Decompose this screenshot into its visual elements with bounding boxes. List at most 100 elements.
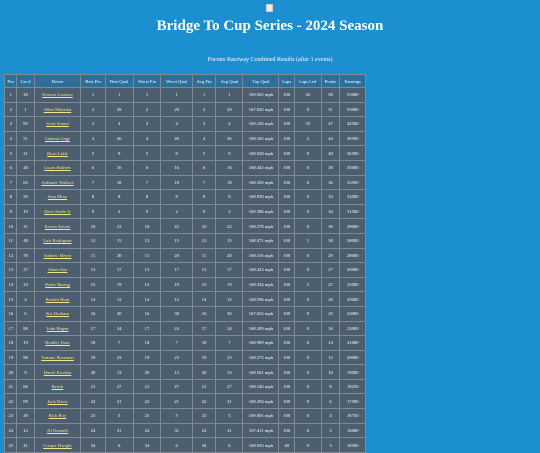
table-row: 1 28 Ernesto Lorenzo 1 1 1 1 1 1 169.565 mph 100 43… [5, 88, 365, 102]
driver-link[interactable]: AJ Kenneff [46, 427, 69, 433]
table-cell: 168.278 mph [243, 219, 279, 233]
table-cell: 4 [321, 409, 340, 423]
table-cell: 24 [216, 321, 243, 336]
driver-link[interactable]: Braden Hunt [45, 296, 70, 302]
table-cell: 100 [279, 336, 294, 350]
table-cell: 4 [81, 131, 105, 146]
table-cell: 1 [161, 88, 192, 102]
table-cell: 48 [17, 233, 34, 248]
table-cell: 100 [279, 365, 294, 379]
driver-link[interactable]: Allen Makarka [43, 106, 72, 112]
driver-cell: Lucas Holmes [34, 160, 81, 175]
driver-link[interactable]: Tommy Boseman [41, 354, 74, 360]
driver-link[interactable]: Lucas Holmes [44, 165, 71, 171]
table-cell: 17 [105, 263, 133, 277]
driver-link[interactable]: Rick Roy [48, 413, 67, 419]
column-header: Avg Qual [216, 75, 243, 87]
driver-link[interactable]: Adam Sire [47, 267, 68, 273]
table-cell: 27 [161, 379, 192, 394]
table-cell: 13 [192, 263, 216, 277]
table-cell: 13 [105, 365, 133, 379]
table-row: 2 1 Allen Makarka 2 29 2 29 2 29 167.820 mph 100 0 5… [5, 102, 365, 117]
table-cell: 31 [105, 423, 133, 438]
driver-link[interactable]: Bradley Kain [45, 340, 70, 346]
table-cell: 7 [81, 175, 105, 190]
driver-link[interactable]: Sam Moss [47, 194, 68, 200]
table-cell: 30 [216, 306, 243, 321]
table-cell: 0 [294, 204, 321, 219]
table-cell: 33500 [340, 175, 365, 190]
driver-link[interactable]: Jack Davis [47, 398, 68, 404]
driver-cell: Braden Hunt [34, 292, 81, 306]
table-cell: 26 [105, 131, 133, 146]
table-cell: 5 [161, 409, 192, 423]
driver-cell: Tommy Boseman [34, 350, 81, 365]
table-row: 12 78 Andrew Meyer 11 20 11 20 11 20 168.316 mph 1… [5, 248, 365, 263]
table-cell: 29 [321, 248, 340, 263]
table-cell: 100 [279, 146, 294, 160]
driver-link[interactable]: Harrel Escobar [43, 369, 72, 375]
driver-cell: Dave Steele Jr [34, 204, 81, 219]
table-cell: 21 [105, 394, 133, 409]
table-cell: 16 [192, 306, 216, 321]
table-cell: 7 [161, 336, 192, 350]
table-cell: 167.411 mph [243, 423, 279, 438]
table-cell: 19 [5, 350, 17, 365]
table-cell: 2 [216, 204, 243, 219]
driver-link[interactable]: Cooper Dwight [43, 442, 72, 448]
table-cell: 12 [5, 248, 17, 263]
table-cell: 30 [105, 306, 133, 321]
table-cell: 16750 [340, 409, 365, 423]
table-cell: 4 [133, 131, 161, 146]
table-cell: 21 [133, 379, 161, 394]
table-cell: 100 [279, 292, 294, 306]
table-cell: 4 [216, 117, 243, 131]
table-cell: 19 [105, 277, 133, 292]
driver-link[interactable]: Ryder Bastug [45, 282, 70, 288]
table-cell: 31 [216, 423, 243, 438]
driver-link[interactable]: Kai Durham [46, 311, 69, 317]
table-cell: 100 [279, 204, 294, 219]
driver-link[interactable]: Luis Rodriguez [43, 238, 72, 244]
table-cell: 168.146 mph [243, 379, 279, 394]
driver-link[interactable]: Ryan Little [47, 150, 68, 156]
table-row: 19 90 Tommy Boseman 19 23 19 23 19 23 168.275 mph… [5, 350, 365, 365]
driver-cell: Rick Roy [34, 409, 81, 423]
table-cell: 51 [17, 131, 34, 146]
table-cell: 7 [133, 175, 161, 190]
driver-link[interactable]: Keven Xavier [44, 223, 71, 229]
driver-link[interactable]: John Hagen [46, 325, 69, 331]
driver-link[interactable]: Cannon Gage [44, 136, 71, 142]
table-cell: 168.316 mph [243, 248, 279, 263]
table-cell: 168.423 mph [243, 263, 279, 277]
table-cell: 15 [192, 277, 216, 292]
table-cell: 23 [133, 409, 161, 423]
table-cell: 0 [294, 219, 321, 233]
table-cell: 7 [216, 336, 243, 350]
driver-link[interactable]: Scott Strand [46, 121, 69, 127]
table-cell: 20 [133, 365, 161, 379]
table-cell: 0 [294, 292, 321, 306]
table-row: 3 95 Scott Strand 3 4 3 4 3 4 169.126 mph 100 33 47 4… [5, 117, 365, 131]
table-cell: 100 [279, 190, 294, 204]
driver-link[interactable]: Andrew Meyer [43, 252, 72, 258]
table-cell: 6 [105, 438, 133, 452]
table-cell: 0 [294, 190, 321, 204]
table-cell: 24 [17, 277, 34, 292]
table-cell: 21000 [340, 336, 365, 350]
table-cell: 100 [279, 379, 294, 394]
table-cell: 6 [133, 160, 161, 175]
table-cell: 0 [294, 175, 321, 190]
table-cell: 1 [17, 102, 34, 117]
driver-cell: Sam Moss [34, 190, 81, 204]
column-header: Laps [279, 75, 294, 87]
driver-link[interactable]: Bench [51, 384, 64, 390]
driver-link[interactable]: Ernesto Lorenzo [42, 92, 73, 98]
driver-link[interactable]: Dave Steele Jr [44, 209, 71, 215]
table-cell: 23 [81, 409, 105, 423]
table-cell: 12 [81, 233, 105, 248]
table-row: 7 65 Ardinner Wallace 7 18 7 18 7 18 168.350 mph 1… [5, 175, 365, 190]
driver-link[interactable]: Ardinner Wallace [41, 179, 74, 185]
table-cell: 12 [161, 292, 192, 306]
table-cell: 16 [216, 160, 243, 175]
